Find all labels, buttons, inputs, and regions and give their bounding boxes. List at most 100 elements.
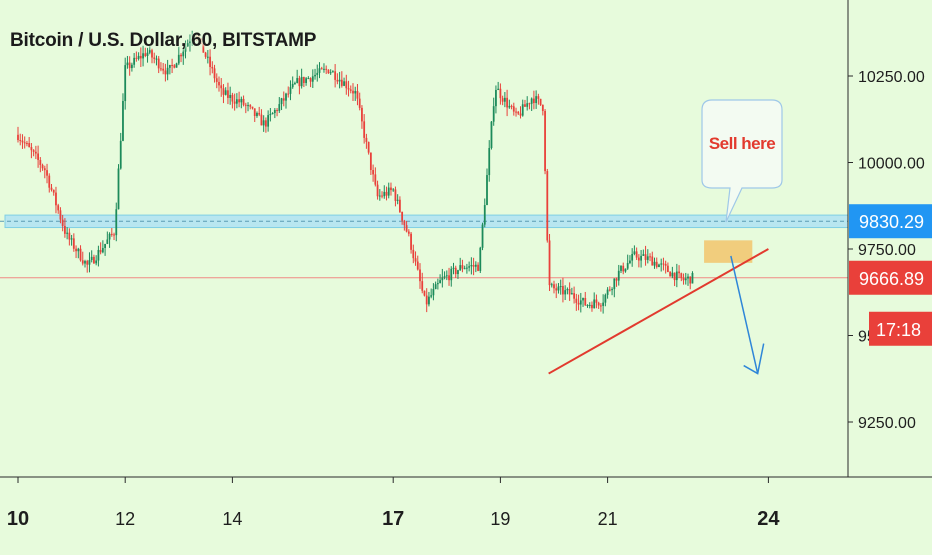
candle-body [160,68,162,70]
candle [629,255,631,265]
candle [168,64,171,75]
candle-body [296,78,299,83]
candle [97,245,100,267]
candle [436,278,439,290]
candle [664,260,667,274]
candle [508,99,511,109]
candle [28,137,31,148]
candle-body [481,224,484,248]
candle-body [372,169,374,175]
candle-body [644,254,647,260]
candle [119,132,122,170]
candle [481,222,484,251]
candle [229,86,232,105]
candle-body [311,76,314,82]
candle-body [79,248,82,261]
candle-body [606,289,609,295]
candle-body [495,89,497,107]
candle [340,71,343,88]
candle [566,287,569,295]
candle [369,152,372,175]
candle-body [242,98,245,105]
candle-body [678,271,680,274]
candle-body [671,272,674,277]
candle [655,257,658,269]
candle-body [81,260,84,264]
candle [153,52,156,64]
candle [110,228,113,237]
candle [50,184,53,192]
candle [273,108,276,119]
candle-body [617,270,620,281]
candle-body [544,110,546,172]
candle [633,245,636,256]
candle-body [251,106,254,109]
candle-body [586,304,589,306]
candle [412,244,415,264]
candle [573,286,575,304]
candle [546,168,549,243]
candle-body [642,254,645,256]
candle-body [128,62,131,69]
candle [575,293,578,311]
candle [640,250,642,268]
candle [193,33,196,44]
candle-body [222,88,225,95]
candle [343,77,345,87]
candle-body [615,278,618,281]
price-label-box [849,260,932,295]
candle-body [244,104,247,106]
candle-body [629,260,631,264]
candle [358,92,361,111]
candle [445,270,448,281]
candle-body [528,103,531,105]
candle [70,234,73,246]
candle [175,62,178,68]
candle [162,63,165,75]
candle-body [631,253,634,261]
candle [184,40,187,59]
candle-body [421,281,424,291]
candle-body [235,99,238,104]
candle-body [195,35,198,39]
candle [276,108,278,117]
candle [637,254,640,268]
candle [302,76,305,88]
candle-body [193,35,196,39]
candle [309,77,312,88]
candle-body [635,251,638,258]
candle [338,71,341,89]
candle-body [139,55,142,59]
candle-body [184,46,187,52]
candle-body [385,191,388,196]
candle [396,194,399,205]
candle [117,164,120,210]
candle-body [503,97,506,102]
candle [131,62,133,72]
candle [21,134,24,149]
candle [316,64,319,82]
candle-body [302,76,305,83]
candle [410,231,412,254]
candle-body [470,265,473,267]
candle-body [256,112,258,116]
candle [126,55,129,69]
candle [564,285,567,300]
candle-body [443,276,446,278]
time-tick-label: 10 [7,508,29,530]
candle-body [535,96,538,104]
candle-body [95,260,98,264]
candle-body [548,240,551,286]
candle-body [316,72,319,75]
candle [151,48,153,64]
candle [519,106,522,119]
candle [559,279,562,295]
candle [84,259,86,268]
candle-body [399,199,401,212]
candle [247,102,249,112]
candle-body [75,248,77,252]
candle-body [519,113,522,116]
candle-body [579,300,582,305]
